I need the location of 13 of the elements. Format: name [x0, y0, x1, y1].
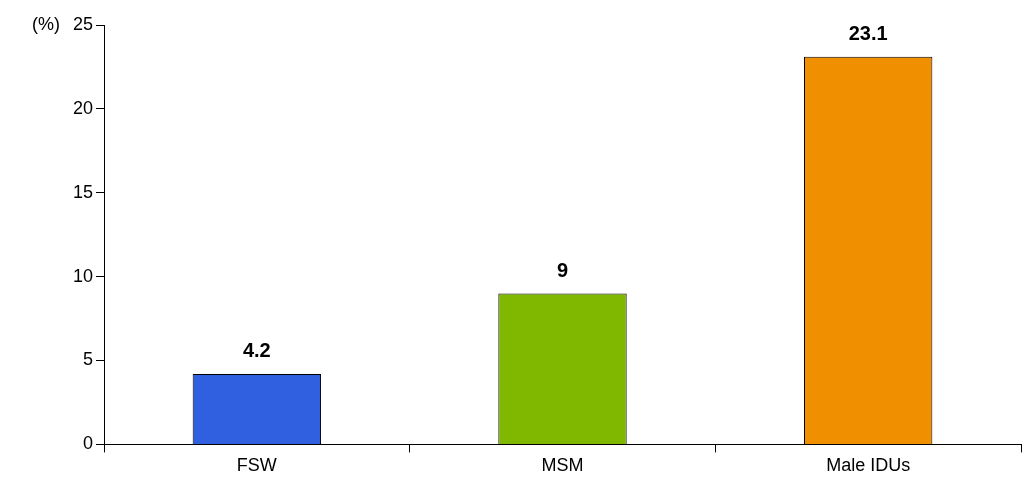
y-tick-label: 10 [72, 265, 94, 286]
data-label: 4.2 [242, 339, 271, 362]
y-tick-label: 25 [72, 13, 94, 34]
y-tick-label: 5 [83, 349, 94, 370]
y-tick-label: 20 [72, 97, 94, 118]
y-tick-label: 15 [72, 181, 94, 202]
y-axis-title: (%) [32, 13, 60, 34]
data-label: 23.1 [848, 22, 888, 45]
y-tick-label: 0 [83, 433, 94, 454]
x-tick-label: FSW [236, 455, 277, 476]
data-label: 9 [556, 258, 569, 281]
x-tick-label: Male IDUs [826, 455, 911, 476]
x-tick-label: MSM [541, 455, 584, 476]
